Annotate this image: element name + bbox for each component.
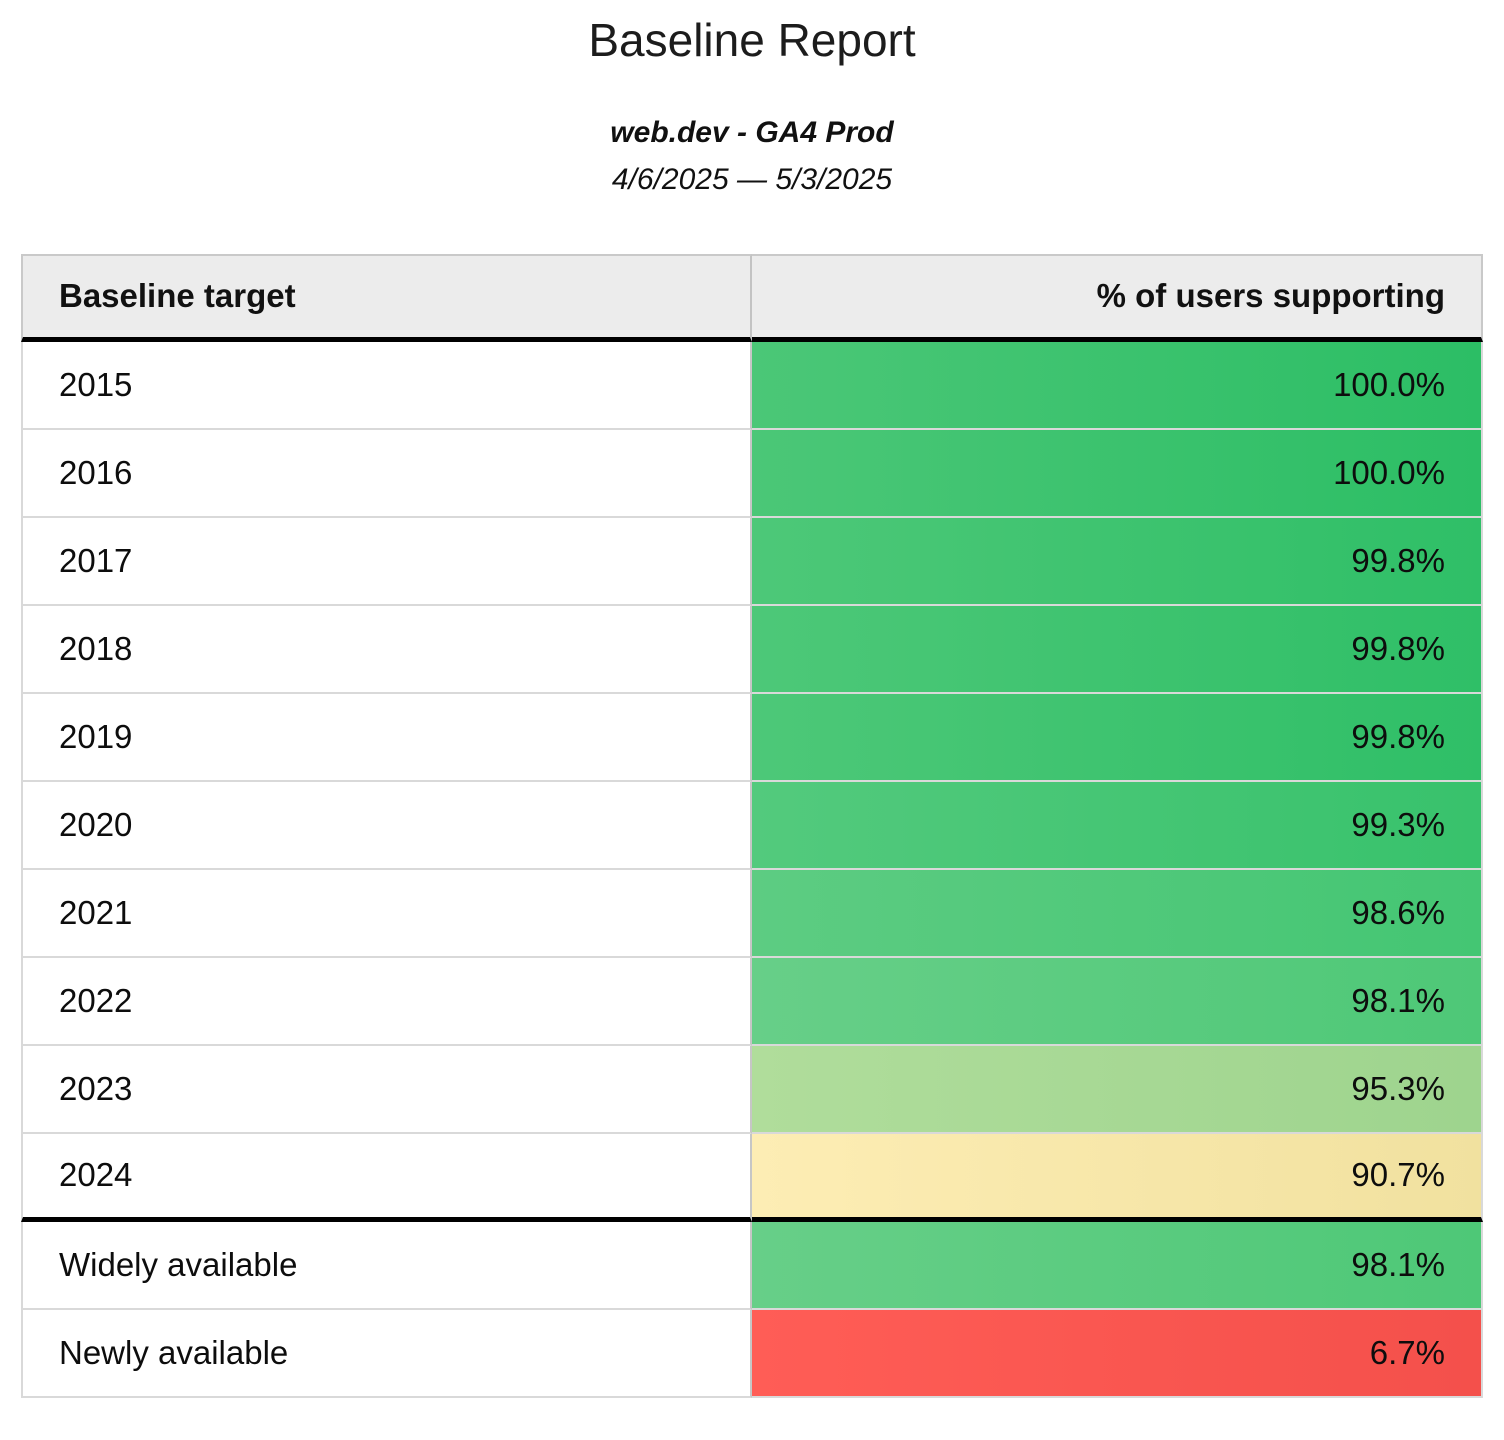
percent-supporting-cell: 98.1%: [752, 1221, 1483, 1310]
percent-supporting-cell: 99.8%: [752, 605, 1483, 694]
percent-supporting-cell: 99.8%: [752, 517, 1483, 606]
table-row: Newly available 6.7%: [21, 1309, 1483, 1398]
table-row: 2018 99.8%: [21, 605, 1483, 694]
baseline-target-cell: 2016: [21, 429, 752, 518]
baseline-target-cell: 2020: [21, 781, 752, 870]
baseline-target-cell: 2022: [21, 957, 752, 1046]
report-header: Baseline Report web.dev - GA4 Prod 4/6/2…: [0, 14, 1504, 197]
column-header-baseline-target: Baseline target: [21, 253, 752, 342]
baseline-target-cell: Newly available: [21, 1309, 752, 1398]
percent-supporting-cell: 6.7%: [752, 1309, 1483, 1398]
table-row: 2020 99.3%: [21, 781, 1483, 870]
percent-supporting-cell: 99.3%: [752, 781, 1483, 870]
baseline-table: Baseline target % of users supporting 20…: [21, 253, 1483, 1398]
baseline-target-cell: Widely available: [21, 1221, 752, 1310]
percent-supporting-cell: 100.0%: [752, 429, 1483, 518]
table-row: Widely available 98.1%: [21, 1221, 1483, 1310]
page-title: Baseline Report: [588, 14, 916, 66]
table-row: 2023 95.3%: [21, 1045, 1483, 1134]
baseline-target-cell: 2017: [21, 517, 752, 606]
percent-supporting-cell: 95.3%: [752, 1045, 1483, 1134]
percent-supporting-cell: 98.1%: [752, 957, 1483, 1046]
table-row: 2017 99.8%: [21, 517, 1483, 606]
table-row: 2015 100.0%: [21, 341, 1483, 430]
percent-supporting-cell: 90.7%: [752, 1133, 1483, 1222]
percent-supporting-cell: 98.6%: [752, 869, 1483, 958]
column-header-percent-users: % of users supporting: [752, 253, 1483, 342]
table-header-row: Baseline target % of users supporting: [21, 253, 1483, 342]
baseline-target-cell: 2024: [21, 1133, 752, 1222]
baseline-target-cell: 2021: [21, 869, 752, 958]
baseline-target-cell: 2019: [21, 693, 752, 782]
percent-supporting-cell: 99.8%: [752, 693, 1483, 782]
table-body: 2015 100.0% 2016 100.0% 2017 99.8% 2018 99.8% 20…: [21, 341, 1483, 1398]
report-date-range: 4/6/2025 — 5/3/2025: [611, 162, 893, 196]
table-row: 2016 100.0%: [21, 429, 1483, 518]
baseline-target-cell: 2023: [21, 1045, 752, 1134]
table-row: 2019 99.8%: [21, 693, 1483, 782]
baseline-report-page: Baseline Report web.dev - GA4 Prod 4/6/2…: [0, 14, 1504, 1398]
table-row: 2024 90.7%: [21, 1133, 1483, 1222]
table-row: 2022 98.1%: [21, 957, 1483, 1046]
table-row: 2021 98.6%: [21, 869, 1483, 958]
baseline-target-cell: 2018: [21, 605, 752, 694]
baseline-target-cell: 2015: [21, 341, 752, 430]
percent-supporting-cell: 100.0%: [752, 341, 1483, 430]
report-subtitle: web.dev - GA4 Prod: [610, 115, 894, 149]
